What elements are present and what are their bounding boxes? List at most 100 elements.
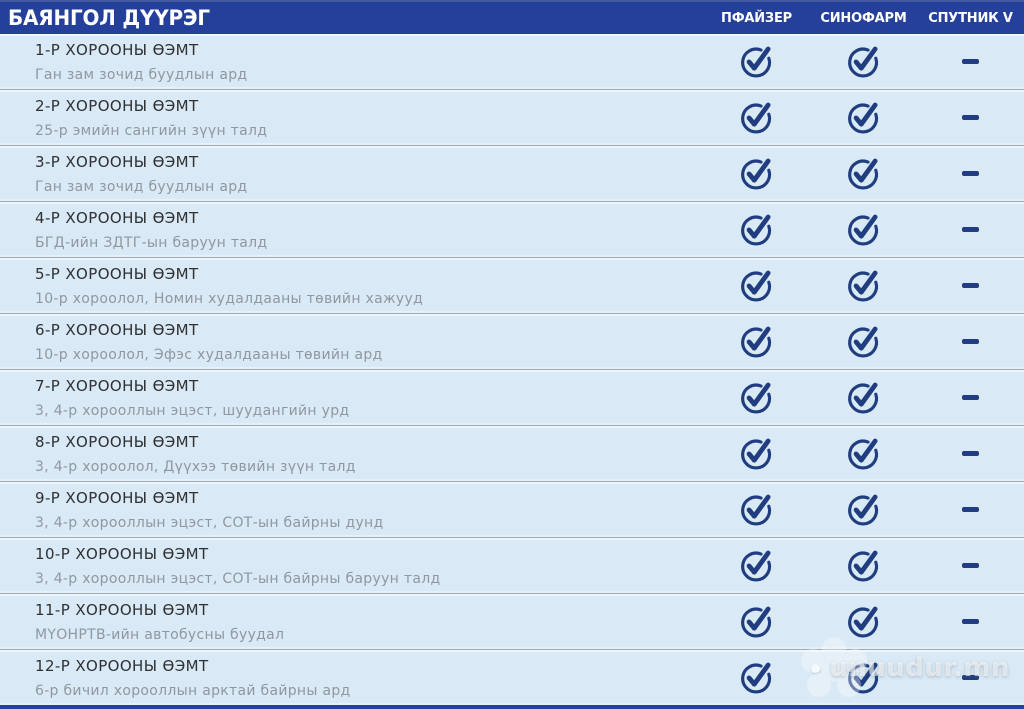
table-row: 11-Р ХОРООНЫ ӨЭМТ МҮОНРТВ-ийн автобусны …: [0, 593, 1024, 649]
table-row: 1-Р ХОРООНЫ ӨЭМТ Ган зам зочид буудлын а…: [0, 34, 1024, 89]
clinic-name: 2-Р ХОРООНЫ ӨЭМТ: [35, 96, 199, 115]
sputnik-cell: [917, 435, 1024, 472]
clinic-name: 12-Р ХОРООНЫ ӨЭМТ: [35, 656, 209, 675]
clinic-location: Ган зам зочид буудлын ард: [35, 66, 248, 83]
row-text: 7-Р ХОРООНЫ ӨЭМТ 3, 4-р хорооллын эцэст,…: [0, 377, 703, 419]
check-icon: [848, 102, 878, 134]
sputnik-cell: [917, 603, 1024, 640]
clinic-name: 8-Р ХОРООНЫ ӨЭМТ: [35, 432, 199, 451]
row-text: 12-Р ХОРООНЫ ӨЭМТ 6-р бичил хорооллын ар…: [0, 657, 703, 699]
check-icon: [848, 438, 878, 470]
column-header-sputnik: СПУТНИК V: [928, 10, 1013, 26]
clinic-name: 1-Р ХОРООНЫ ӨЭМТ: [35, 40, 199, 59]
clinic-name: 7-Р ХОРООНЫ ӨЭМТ: [35, 376, 199, 395]
row-text: 2-Р ХОРООНЫ ӨЭМТ 25-р эмийн сангийн зүүн…: [0, 97, 703, 139]
row-cells: [703, 547, 1024, 584]
pfizer-cell: [703, 435, 810, 472]
clinic-location: 25-р эмийн сангийн зүүн талд: [35, 122, 268, 139]
clinic-location: 3, 4-р хорооллын эцэст, шуудангийн урд: [35, 402, 350, 419]
sputnik-cell: [917, 323, 1024, 360]
sinopharm-cell: [810, 43, 917, 80]
row-cells: [703, 155, 1024, 192]
row-cells: [703, 659, 1024, 696]
table-row: 10-Р ХОРООНЫ ӨЭМТ 3, 4-р хорооллын эцэст…: [0, 537, 1024, 593]
dash-icon: [962, 227, 979, 232]
sinopharm-cell: [810, 603, 917, 640]
clinic-location: 6-р бичил хорооллын арктай байрны ард: [35, 682, 351, 699]
pfizer-cell: [703, 211, 810, 248]
row-text: 10-Р ХОРООНЫ ӨЭМТ 3, 4-р хорооллын эцэст…: [0, 545, 703, 587]
pfizer-cell: [703, 603, 810, 640]
check-icon: [741, 46, 771, 78]
pfizer-cell: [703, 379, 810, 416]
table-row: 2-Р ХОРООНЫ ӨЭМТ 25-р эмийн сангийн зүүн…: [0, 89, 1024, 145]
rows-container: 1-Р ХОРООНЫ ӨЭМТ Ган зам зочид буудлын а…: [0, 34, 1024, 705]
dash-icon: [962, 675, 979, 680]
check-icon: [848, 158, 878, 190]
check-icon: [741, 214, 771, 246]
row-text: 5-Р ХОРООНЫ ӨЭМТ 10-р хороолол, Номин ху…: [0, 265, 703, 307]
check-icon: [741, 270, 771, 302]
check-icon: [848, 326, 878, 358]
pfizer-cell: [703, 99, 810, 136]
dash-icon: [962, 619, 979, 624]
column-header-pfizer: ПФАЙЗЕР: [721, 10, 792, 26]
clinic-location: 10-р хороолол, Эфэс худалдааны төвийн ар…: [35, 346, 383, 363]
check-icon: [848, 606, 878, 638]
check-icon: [741, 550, 771, 582]
pfizer-cell: [703, 547, 810, 584]
sputnik-cell: [917, 659, 1024, 696]
check-icon: [848, 494, 878, 526]
clinic-location: БГД-ийн ЗДТГ-ын баруун талд: [35, 234, 268, 251]
check-icon: [848, 550, 878, 582]
sputnik-cell: [917, 267, 1024, 304]
check-icon: [741, 158, 771, 190]
check-icon: [741, 326, 771, 358]
row-cells: [703, 99, 1024, 136]
clinic-name: 11-Р ХОРООНЫ ӨЭМТ: [35, 600, 209, 619]
row-cells: [703, 603, 1024, 640]
table-row: 7-Р ХОРООНЫ ӨЭМТ 3, 4-р хорооллын эцэст,…: [0, 369, 1024, 425]
clinic-name: 9-Р ХОРООНЫ ӨЭМТ: [35, 488, 199, 507]
check-icon: [741, 662, 771, 694]
sinopharm-cell: [810, 211, 917, 248]
row-cells: [703, 435, 1024, 472]
sputnik-cell: [917, 211, 1024, 248]
sinopharm-cell: [810, 435, 917, 472]
sinopharm-cell: [810, 155, 917, 192]
sinopharm-cell: [810, 267, 917, 304]
table-row: 12-Р ХОРООНЫ ӨЭМТ 6-р бичил хорооллын ар…: [0, 649, 1024, 705]
sinopharm-cell: [810, 547, 917, 584]
row-text: 4-Р ХОРООНЫ ӨЭМТ БГД-ийн ЗДТГ-ын баруун …: [0, 209, 703, 251]
dash-icon: [962, 395, 979, 400]
pfizer-cell: [703, 43, 810, 80]
table-row: 6-Р ХОРООНЫ ӨЭМТ 10-р хороолол, Эфэс худ…: [0, 313, 1024, 369]
clinic-location: 3, 4-р хороолол, Дүүхээ төвийн зүүн талд: [35, 458, 356, 475]
row-text: 11-Р ХОРООНЫ ӨЭМТ МҮОНРТВ-ийн автобусны …: [0, 601, 703, 643]
row-cells: [703, 379, 1024, 416]
check-icon: [848, 662, 878, 694]
clinic-name: 4-Р ХОРООНЫ ӨЭМТ: [35, 208, 199, 227]
check-icon: [741, 102, 771, 134]
check-icon: [848, 270, 878, 302]
table-row: 4-Р ХОРООНЫ ӨЭМТ БГД-ийн ЗДТГ-ын баруун …: [0, 201, 1024, 257]
sputnik-cell: [917, 43, 1024, 80]
check-icon: [741, 494, 771, 526]
dash-icon: [962, 171, 979, 176]
row-text: 9-Р ХОРООНЫ ӨЭМТ 3, 4-р хорооллын эцэст,…: [0, 489, 703, 531]
row-cells: [703, 323, 1024, 360]
dash-icon: [962, 507, 979, 512]
clinic-name: 5-Р ХОРООНЫ ӨЭМТ: [35, 264, 199, 283]
sinopharm-cell: [810, 99, 917, 136]
bottom-bar: [0, 705, 1024, 709]
check-icon: [848, 214, 878, 246]
check-icon: [848, 46, 878, 78]
district-title: БАЯНГОЛ ДҮҮРЭГ: [8, 6, 210, 30]
table-row: 8-Р ХОРООНЫ ӨЭМТ 3, 4-р хороолол, Дүүхээ…: [0, 425, 1024, 481]
column-header-sinopharm: СИНОФАРМ: [820, 10, 907, 26]
row-cells: [703, 43, 1024, 80]
clinic-name: 10-Р ХОРООНЫ ӨЭМТ: [35, 544, 209, 563]
table-header: БАЯНГОЛ ДҮҮРЭГ ПФАЙЗЕР СИНОФАРМ СПУТНИК …: [0, 0, 1024, 34]
sinopharm-cell: [810, 659, 917, 696]
clinic-location: 10-р хороолол, Номин худалдааны төвийн х…: [35, 290, 424, 307]
